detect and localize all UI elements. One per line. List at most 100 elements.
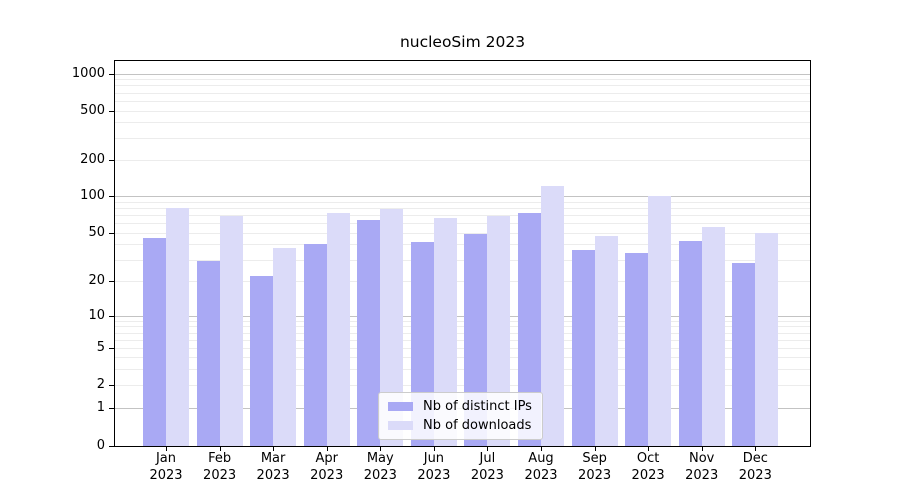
minor-gridline — [115, 85, 810, 87]
bar-distinct-ips-aug — [518, 213, 541, 446]
x-tick-nov — [701, 447, 703, 451]
y-tick-label-50: 50 — [88, 224, 105, 240]
bar-distinct-ips-oct — [625, 252, 649, 446]
x-tick-mar — [273, 447, 275, 451]
plot-area — [114, 60, 811, 447]
y-tick-label-20: 20 — [88, 273, 105, 288]
bar-downloads-nov — [701, 226, 725, 446]
y-tick-0 — [109, 445, 114, 447]
x-tick-aug — [541, 447, 542, 451]
bar-distinct-ips-feb — [196, 261, 220, 446]
y-tick-200 — [109, 159, 114, 161]
bar-downloads-apr — [326, 213, 350, 446]
major-gridline — [115, 73, 810, 75]
bar-downloads-feb — [219, 216, 243, 446]
y-tick-50 — [109, 232, 114, 234]
minor-gridline — [115, 232, 810, 234]
legend-row-distinct-ips: Nb of distinct IPs — [388, 399, 532, 414]
x-tick-oct — [648, 447, 650, 451]
major-gridline — [115, 316, 810, 317]
minor-gridline — [115, 326, 810, 328]
chart-title: nucleoSim 2023 — [399, 33, 526, 51]
x-tick-jul — [487, 447, 489, 451]
y-tick-label-200: 200 — [80, 151, 105, 167]
minor-gridline — [115, 385, 810, 386]
bar-distinct-ips-mar — [250, 276, 274, 446]
minor-gridline — [115, 122, 810, 124]
x-tick-dec — [755, 447, 757, 451]
minor-gridline — [115, 244, 810, 246]
y-tick-label-2: 2 — [96, 377, 105, 392]
minor-gridline — [115, 100, 810, 102]
x-tick-label-aug: Aug 2023 — [524, 451, 558, 483]
y-tick-label-1: 1 — [96, 400, 105, 415]
x-tick-apr — [326, 447, 328, 451]
y-tick-label-5: 5 — [96, 340, 105, 355]
minor-gridline — [115, 214, 810, 216]
y-tick-label-1000: 1000 — [71, 65, 105, 81]
x-tick-label-oct: Oct 2023 — [631, 451, 665, 483]
x-tick-jun — [433, 447, 435, 451]
x-tick-label-feb: Feb 2023 — [203, 451, 237, 483]
bar-downloads-mar — [273, 248, 297, 446]
y-tick-100 — [109, 196, 114, 197]
x-tick-label-nov: Nov 2023 — [685, 451, 719, 483]
y-tick-1 — [109, 408, 114, 409]
x-tick-label-jul: Jul 2023 — [470, 451, 504, 483]
bar-downloads-sep — [594, 235, 618, 446]
bar-distinct-ips-apr — [303, 244, 327, 446]
minor-gridline — [115, 348, 810, 349]
legend-swatch-distinct-ips — [388, 401, 413, 412]
x-tick-may — [380, 447, 382, 451]
minor-gridline — [115, 207, 810, 209]
minor-gridline — [115, 339, 810, 341]
y-tick-2 — [109, 385, 114, 386]
y-tick-label-500: 500 — [80, 102, 105, 118]
legend: Nb of distinct IPs Nb of downloads — [378, 392, 543, 440]
x-tick-label-mar: Mar 2023 — [256, 451, 290, 483]
x-tick-label-jan: Jan 2023 — [149, 451, 183, 483]
legend-label-downloads: Nb of downloads — [423, 418, 532, 433]
minor-gridline — [115, 368, 810, 370]
bar-downloads-dec — [755, 232, 779, 446]
y-tick-label-10: 10 — [88, 308, 105, 323]
minor-gridline — [115, 79, 810, 81]
bar-downloads-oct — [648, 196, 672, 446]
bar-downloads-jan — [166, 208, 189, 446]
y-tick-label-100: 100 — [80, 188, 105, 203]
y-tick-label-0: 0 — [96, 437, 105, 453]
legend-label-distinct-ips: Nb of distinct IPs — [423, 399, 532, 414]
bar-distinct-ips-may — [357, 219, 381, 446]
y-tick-10 — [109, 316, 114, 317]
minor-gridline — [115, 357, 810, 358]
bar-distinct-ips-dec — [732, 263, 756, 446]
x-tick-label-apr: Apr 2023 — [310, 451, 344, 483]
minor-gridline — [115, 137, 810, 139]
bar-distinct-ips-jan — [143, 238, 166, 446]
x-tick-sep — [594, 447, 596, 451]
minor-gridline — [115, 259, 810, 261]
minor-gridline — [115, 92, 810, 94]
major-gridline — [115, 196, 810, 197]
bar-distinct-ips-nov — [678, 240, 702, 446]
bar-downloads-jun — [433, 217, 457, 446]
minor-gridline — [115, 281, 810, 282]
minor-gridline — [115, 110, 810, 112]
minor-gridline — [115, 320, 810, 322]
x-tick-label-sep: Sep 2023 — [578, 451, 612, 483]
minor-gridline — [115, 201, 810, 203]
y-tick-5 — [109, 348, 114, 349]
x-tick-label-dec: Dec 2023 — [738, 451, 772, 483]
x-tick-jan — [166, 447, 167, 451]
y-tick-20 — [109, 281, 114, 282]
x-tick-label-jun: Jun 2023 — [417, 451, 451, 483]
minor-gridline — [115, 332, 810, 334]
bar-downloads-jul — [487, 215, 511, 446]
x-tick-label-may: May 2023 — [363, 451, 397, 483]
minor-gridline — [115, 222, 810, 224]
y-tick-500 — [109, 110, 114, 112]
bar-downloads-aug — [541, 186, 564, 446]
minor-gridline — [115, 159, 810, 161]
y-tick-1000 — [109, 73, 114, 75]
